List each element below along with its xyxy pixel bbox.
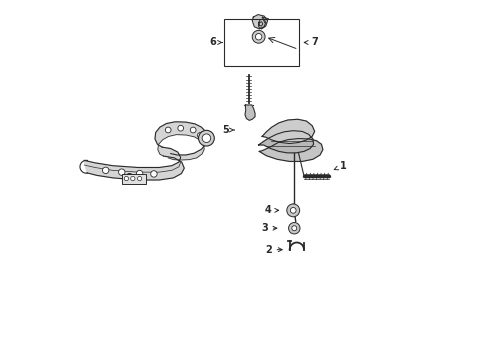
Circle shape [287,204,300,217]
Circle shape [165,127,171,133]
Circle shape [119,169,125,175]
Bar [223,19,298,66]
Polygon shape [252,15,268,29]
Circle shape [291,207,296,213]
Circle shape [292,226,297,231]
Circle shape [138,176,142,181]
Text: 1: 1 [334,161,346,171]
Circle shape [178,125,184,131]
Text: 8: 8 [125,173,138,183]
Circle shape [202,134,211,143]
Circle shape [102,167,109,174]
Bar [122,174,146,184]
Circle shape [131,176,135,181]
Polygon shape [259,139,323,161]
Circle shape [289,222,300,234]
Circle shape [124,176,128,181]
Polygon shape [155,122,207,160]
Circle shape [190,127,196,133]
Circle shape [255,33,262,40]
Text: 3: 3 [261,223,277,233]
Circle shape [151,171,157,177]
Polygon shape [245,105,255,120]
Text: 5: 5 [222,125,234,135]
Circle shape [197,132,203,138]
Polygon shape [262,119,315,144]
Circle shape [252,30,265,43]
Text: 2: 2 [265,245,282,255]
Polygon shape [259,131,314,153]
Text: 7: 7 [304,37,318,48]
Circle shape [198,130,214,146]
Circle shape [136,170,143,177]
Polygon shape [84,147,184,180]
Text: 4: 4 [265,205,279,215]
Text: 6: 6 [210,37,222,48]
